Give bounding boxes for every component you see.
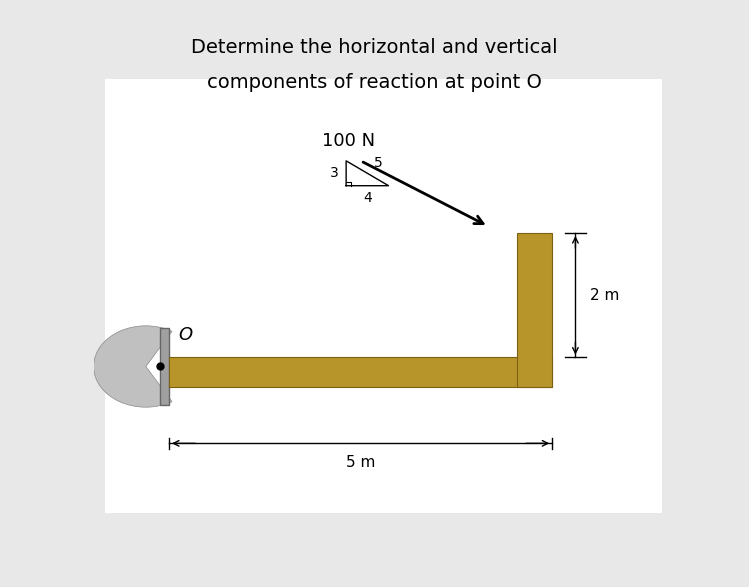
Bar (160, 328, 169, 405)
Bar (518, 233, 552, 387)
Text: 4: 4 (363, 191, 372, 205)
Text: 5: 5 (374, 156, 383, 170)
Text: O: O (178, 326, 192, 344)
Text: 5 m: 5 m (346, 454, 375, 470)
Text: 100 N: 100 N (323, 131, 375, 150)
Bar (169, 357, 552, 387)
Text: Determine the horizontal and vertical: Determine the horizontal and vertical (191, 38, 558, 57)
Text: 3: 3 (330, 166, 339, 180)
Text: components of reaction at point O: components of reaction at point O (207, 73, 542, 92)
Text: 2 m: 2 m (590, 288, 619, 303)
Wedge shape (94, 326, 172, 407)
